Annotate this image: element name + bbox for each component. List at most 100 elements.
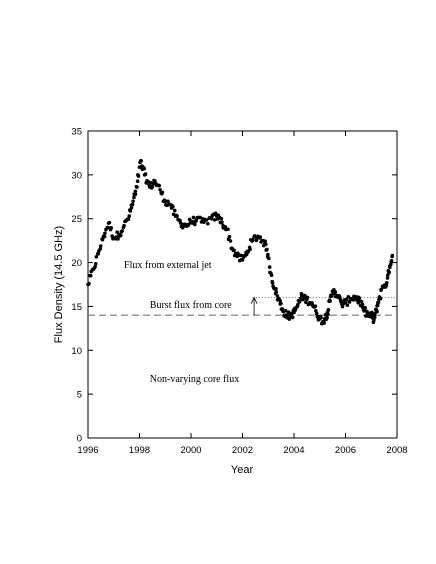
y-axis-title: Flux Density (14.5 GHz): [53, 226, 65, 343]
data-point: [132, 195, 136, 200]
data-point: [232, 248, 236, 252]
data-point: [127, 214, 131, 218]
data-point: [208, 216, 212, 220]
data-point: [115, 230, 119, 234]
data-point: [378, 296, 383, 301]
data-point: [314, 309, 318, 313]
data-point: [94, 254, 99, 259]
data-point: [326, 307, 331, 312]
data-point: [178, 218, 182, 223]
data-point: [266, 252, 270, 257]
x-tick-label: 1998: [129, 445, 150, 456]
data-point: [327, 298, 332, 302]
data-point: [100, 237, 105, 242]
data-point: [359, 299, 364, 304]
data-point: [360, 302, 365, 307]
burst-arrow-head: [250, 296, 258, 304]
data-point: [390, 254, 394, 259]
y-tick-label: 0: [77, 434, 82, 445]
data-point: [193, 222, 197, 227]
data-point: [136, 174, 141, 178]
data-point: [373, 312, 377, 316]
data-point: [275, 294, 280, 298]
data-point: [87, 281, 91, 286]
data-point: [375, 309, 379, 314]
data-point: [219, 216, 224, 221]
data-point: [171, 204, 175, 209]
data-point: [290, 315, 295, 320]
data-point: [303, 293, 307, 298]
data-point: [218, 220, 223, 225]
data-point: [388, 265, 392, 270]
data-point: [139, 158, 144, 163]
data-point: [158, 187, 162, 192]
data-point: [267, 256, 271, 261]
y-tick-label: 30: [71, 170, 82, 181]
data-point: [250, 239, 254, 243]
data-point: [344, 297, 349, 302]
data-point: [102, 234, 107, 239]
data-point: [264, 242, 268, 247]
data-point: [143, 172, 148, 176]
data-point: [263, 239, 267, 244]
data-point: [133, 189, 138, 194]
data-point: [228, 239, 233, 243]
data-point: [98, 244, 103, 248]
data-point: [295, 304, 300, 308]
data-point: [347, 300, 352, 304]
data-point: [264, 248, 269, 252]
data-point: [126, 217, 131, 222]
data-point: [387, 270, 391, 274]
data-point: [166, 199, 170, 204]
data-point: [270, 281, 275, 285]
annotation: Non-varying core flux: [150, 374, 239, 385]
data-point: [133, 192, 138, 197]
data-point: [384, 280, 389, 285]
y-tick-label: 10: [71, 346, 82, 357]
data-point: [160, 190, 165, 195]
y-tick-label: 15: [71, 302, 82, 313]
data-point: [389, 259, 394, 263]
data-point: [246, 250, 250, 254]
data-point: [305, 295, 310, 300]
x-tick-label: 2000: [180, 445, 201, 456]
data-point: [213, 218, 217, 222]
data-point: [375, 303, 380, 308]
data-point: [338, 299, 343, 303]
data-point: [129, 205, 134, 210]
data-point: [330, 294, 334, 298]
data-point: [326, 312, 330, 317]
data-point: [190, 220, 195, 224]
data-point: [120, 229, 125, 233]
data-point: [128, 209, 133, 213]
data-point: [274, 287, 278, 291]
data-point: [239, 253, 243, 258]
annotation: Burst flux from core: [150, 300, 232, 311]
data-point: [193, 219, 198, 224]
data-point: [248, 247, 252, 252]
data-point: [379, 287, 384, 292]
data-point: [227, 234, 232, 239]
data-point: [103, 231, 107, 236]
data-point: [385, 276, 390, 280]
data-point: [325, 316, 329, 320]
annotation: Flux from external jet: [124, 260, 212, 271]
data-point: [172, 208, 177, 213]
data-point: [205, 221, 210, 226]
data-point: [213, 211, 218, 216]
data-point: [283, 308, 288, 313]
data-point: [131, 199, 135, 203]
data-point: [109, 226, 114, 230]
data-point: [199, 220, 204, 224]
data-point: [269, 273, 274, 277]
data-point: [152, 178, 156, 183]
data-point: [346, 294, 351, 299]
data-point: [142, 166, 147, 171]
x-tick-label: 2008: [386, 445, 407, 456]
data-point: [384, 283, 389, 288]
data-point: [130, 202, 135, 207]
data-point: [150, 184, 155, 189]
data-point: [322, 321, 326, 325]
data-point: [118, 233, 123, 238]
